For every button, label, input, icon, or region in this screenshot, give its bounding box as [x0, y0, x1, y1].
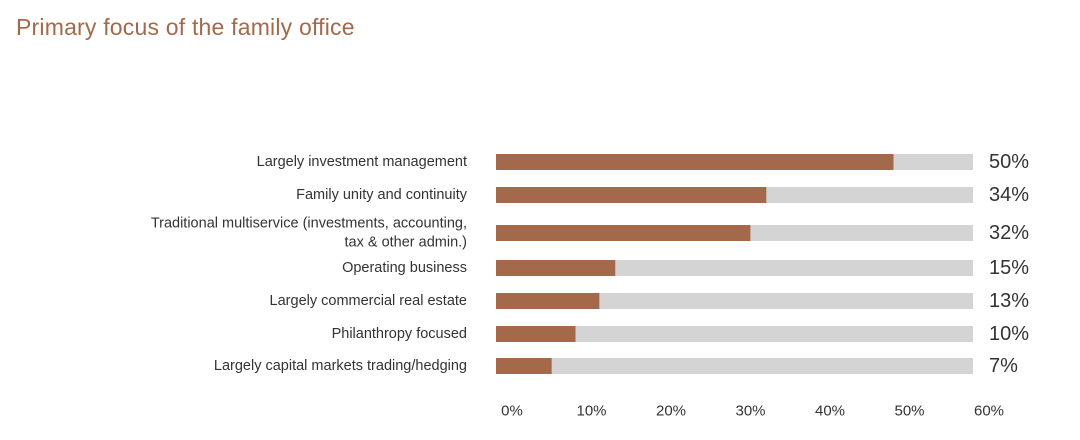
x-tick-label: 50%: [894, 403, 924, 420]
x-tick-label: 0%: [501, 403, 523, 420]
category-label: Largely commercial real estate: [270, 293, 467, 309]
category-label: Largely investment management: [257, 154, 467, 170]
category-label-line: tax & other admin.): [345, 235, 468, 251]
bar-track: [496, 326, 973, 342]
bar: [496, 154, 894, 170]
category-label-line: Operating business: [342, 260, 467, 276]
bar: [496, 293, 600, 309]
data-label: 7%: [989, 355, 1018, 377]
x-tick-label: 10%: [576, 403, 606, 420]
x-tick-label: 40%: [815, 403, 845, 420]
x-tick-label: 30%: [735, 403, 765, 420]
x-tick-label: 60%: [974, 403, 1004, 420]
bar: [496, 358, 552, 374]
data-label: 13%: [989, 290, 1029, 312]
category-label-line: Largely commercial real estate: [270, 293, 467, 309]
bar-track: [496, 293, 973, 309]
data-label: 32%: [989, 222, 1029, 244]
chart-title: Primary focus of the family office: [16, 14, 355, 40]
category-label: Traditional multiservice (investments, a…: [151, 216, 467, 251]
category-label-line: Largely capital markets trading/hedging: [214, 358, 467, 374]
category-label: Philanthropy focused: [332, 326, 467, 342]
category-label-line: Traditional multiservice (investments, a…: [151, 216, 467, 232]
data-label: 34%: [989, 184, 1029, 206]
x-tick-label: 20%: [656, 403, 686, 420]
bar-track: [496, 358, 973, 374]
category-label: Largely capital markets trading/hedging: [214, 358, 467, 374]
bar: [496, 225, 751, 241]
category-label-line: Largely investment management: [257, 154, 467, 170]
category-label: Operating business: [342, 260, 467, 276]
category-label-line: Family unity and continuity: [296, 187, 468, 203]
data-label: 10%: [989, 323, 1029, 345]
bar: [496, 326, 576, 342]
category-label-line: Philanthropy focused: [332, 326, 467, 342]
category-label: Family unity and continuity: [296, 187, 468, 203]
data-label: 15%: [989, 257, 1029, 279]
data-label: 50%: [989, 151, 1029, 173]
bar: [496, 260, 616, 276]
bar: [496, 187, 767, 203]
